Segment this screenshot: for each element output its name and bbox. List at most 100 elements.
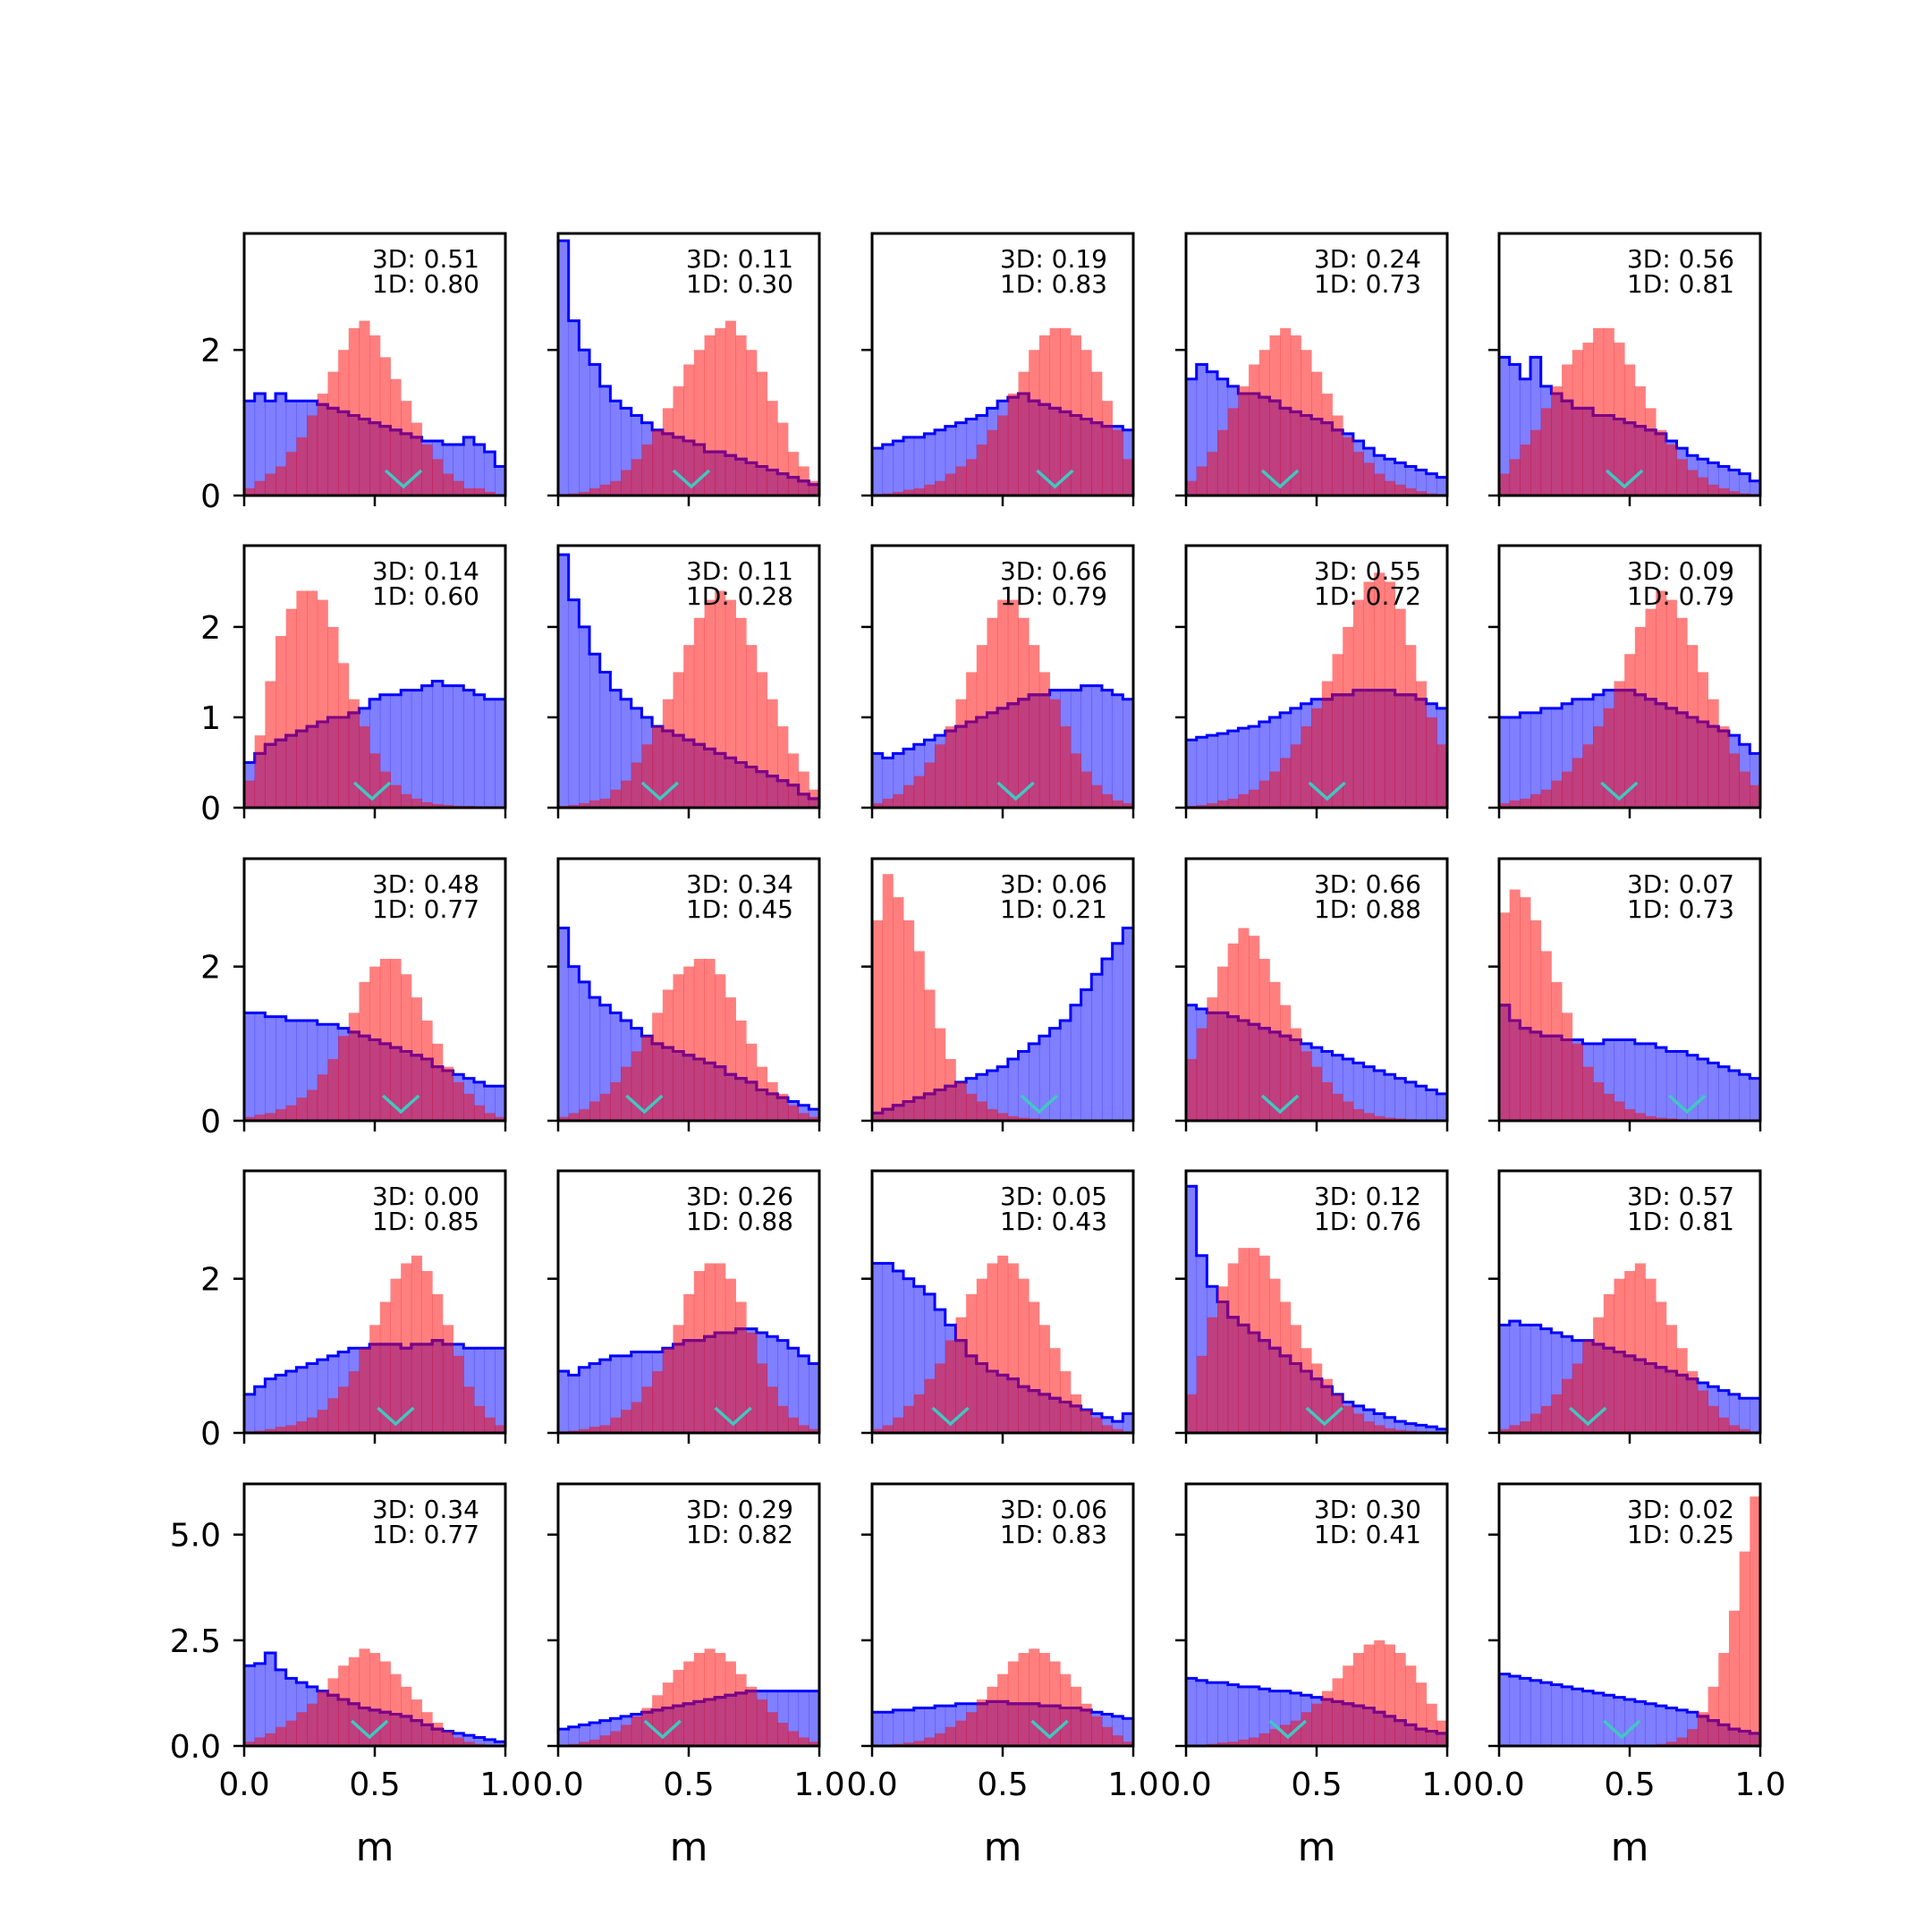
blue-bar xyxy=(1614,1039,1625,1121)
red-bar xyxy=(1499,473,1511,496)
blue-bar xyxy=(484,1739,496,1746)
mean-marker xyxy=(1308,781,1346,801)
red-bar xyxy=(798,1737,809,1746)
red-bar xyxy=(285,452,297,496)
red-bar xyxy=(1624,1271,1636,1433)
red-bar xyxy=(411,798,422,808)
y-tick-label: 2 xyxy=(200,333,221,369)
red-bar xyxy=(787,1417,800,1433)
red-bar xyxy=(1363,581,1375,808)
red-bar xyxy=(693,1653,705,1746)
blue-bar xyxy=(254,394,266,496)
annotation-3d: 3D: 0.30 xyxy=(1314,1495,1421,1524)
red-bar xyxy=(1572,1363,1583,1433)
red-bar xyxy=(568,804,580,808)
annotation-3d: 3D: 0.06 xyxy=(1000,869,1107,899)
red-bar xyxy=(662,1348,674,1433)
annotation-1d: 1D: 0.79 xyxy=(1000,581,1107,611)
blue-bar xyxy=(872,1712,884,1746)
blue-bar xyxy=(1436,1428,1448,1433)
red-bar xyxy=(903,1405,915,1433)
red-bar xyxy=(348,327,360,496)
red-bar xyxy=(1007,1263,1019,1433)
annotation-3d: 3D: 0.66 xyxy=(1000,556,1107,586)
red-bar xyxy=(1697,1712,1708,1746)
red-bar xyxy=(1227,943,1239,1121)
red-bar xyxy=(411,1699,422,1746)
red-bar xyxy=(1520,897,1531,1121)
red-bar xyxy=(599,1093,611,1121)
blue-bar xyxy=(1227,1684,1239,1746)
red-bar xyxy=(275,1726,287,1746)
annotation-1d: 1D: 0.81 xyxy=(1627,269,1734,299)
mean-marker xyxy=(1305,1406,1343,1427)
red-bar xyxy=(1562,1013,1573,1121)
blue-bar xyxy=(1499,716,1511,808)
red-bar xyxy=(296,1421,308,1433)
blue-bar xyxy=(473,694,486,808)
mean-marker xyxy=(931,1406,970,1427)
blue-bar xyxy=(495,1086,506,1121)
x-tick-label: 0.5 xyxy=(1291,1767,1342,1803)
blue-bar xyxy=(1007,1059,1019,1121)
blue-bar xyxy=(1739,1398,1750,1433)
blue-bar xyxy=(495,1348,506,1433)
red-bar xyxy=(558,1116,570,1121)
annotation-3d: 3D: 0.48 xyxy=(372,869,479,899)
red-bar xyxy=(621,1724,632,1746)
blue-bar xyxy=(589,654,601,808)
red-bar xyxy=(1186,480,1198,496)
red-bar xyxy=(903,489,915,496)
red-bar xyxy=(715,1263,726,1433)
blue-bar xyxy=(924,1707,936,1746)
blue-bar xyxy=(1217,733,1229,808)
blue-bar xyxy=(463,1735,475,1746)
red-bar xyxy=(1551,386,1563,496)
blue-bar xyxy=(401,690,412,808)
red-bar xyxy=(1280,327,1292,496)
red-bar xyxy=(1249,789,1260,808)
mean-marker xyxy=(1605,469,1644,489)
red-bar xyxy=(359,981,370,1121)
blue-bar xyxy=(484,1348,496,1433)
x-tick-label: 0.0 xyxy=(1160,1767,1211,1803)
red-bar xyxy=(1665,1741,1677,1746)
red-bar xyxy=(244,1116,256,1121)
red-bar xyxy=(997,599,1009,808)
red-bar xyxy=(1196,1028,1208,1121)
red-bar xyxy=(359,1348,370,1433)
red-bar xyxy=(1530,429,1542,496)
annotation-3d: 3D: 0.14 xyxy=(372,556,479,586)
blue-bar xyxy=(558,555,570,808)
blue-bar xyxy=(285,1020,297,1121)
red-bar xyxy=(1207,452,1218,496)
red-bar xyxy=(798,1425,809,1433)
red-bar xyxy=(1384,1117,1395,1121)
blue-bar xyxy=(432,681,444,808)
red-bar xyxy=(1624,1109,1636,1121)
red-bar xyxy=(1520,445,1531,496)
red-bar xyxy=(1656,590,1667,808)
blue-bar xyxy=(872,448,884,496)
red-bar xyxy=(662,989,674,1121)
blue-bar xyxy=(1614,1697,1625,1746)
red-bar xyxy=(1645,1278,1657,1433)
blue-bar xyxy=(1018,1051,1030,1121)
red-bar xyxy=(787,1105,800,1121)
red-bar xyxy=(1394,484,1406,496)
red-bar xyxy=(1238,928,1250,1121)
red-bar xyxy=(1603,1293,1614,1433)
blue-bar xyxy=(1238,728,1250,808)
blue-bar xyxy=(1186,1186,1198,1433)
red-bar xyxy=(1080,1410,1092,1433)
red-bar xyxy=(1301,1348,1312,1433)
red-bar xyxy=(893,793,904,808)
red-bar xyxy=(1080,1703,1092,1746)
red-bar xyxy=(987,1686,998,1746)
red-bar xyxy=(652,1695,664,1746)
red-bar xyxy=(610,480,622,496)
